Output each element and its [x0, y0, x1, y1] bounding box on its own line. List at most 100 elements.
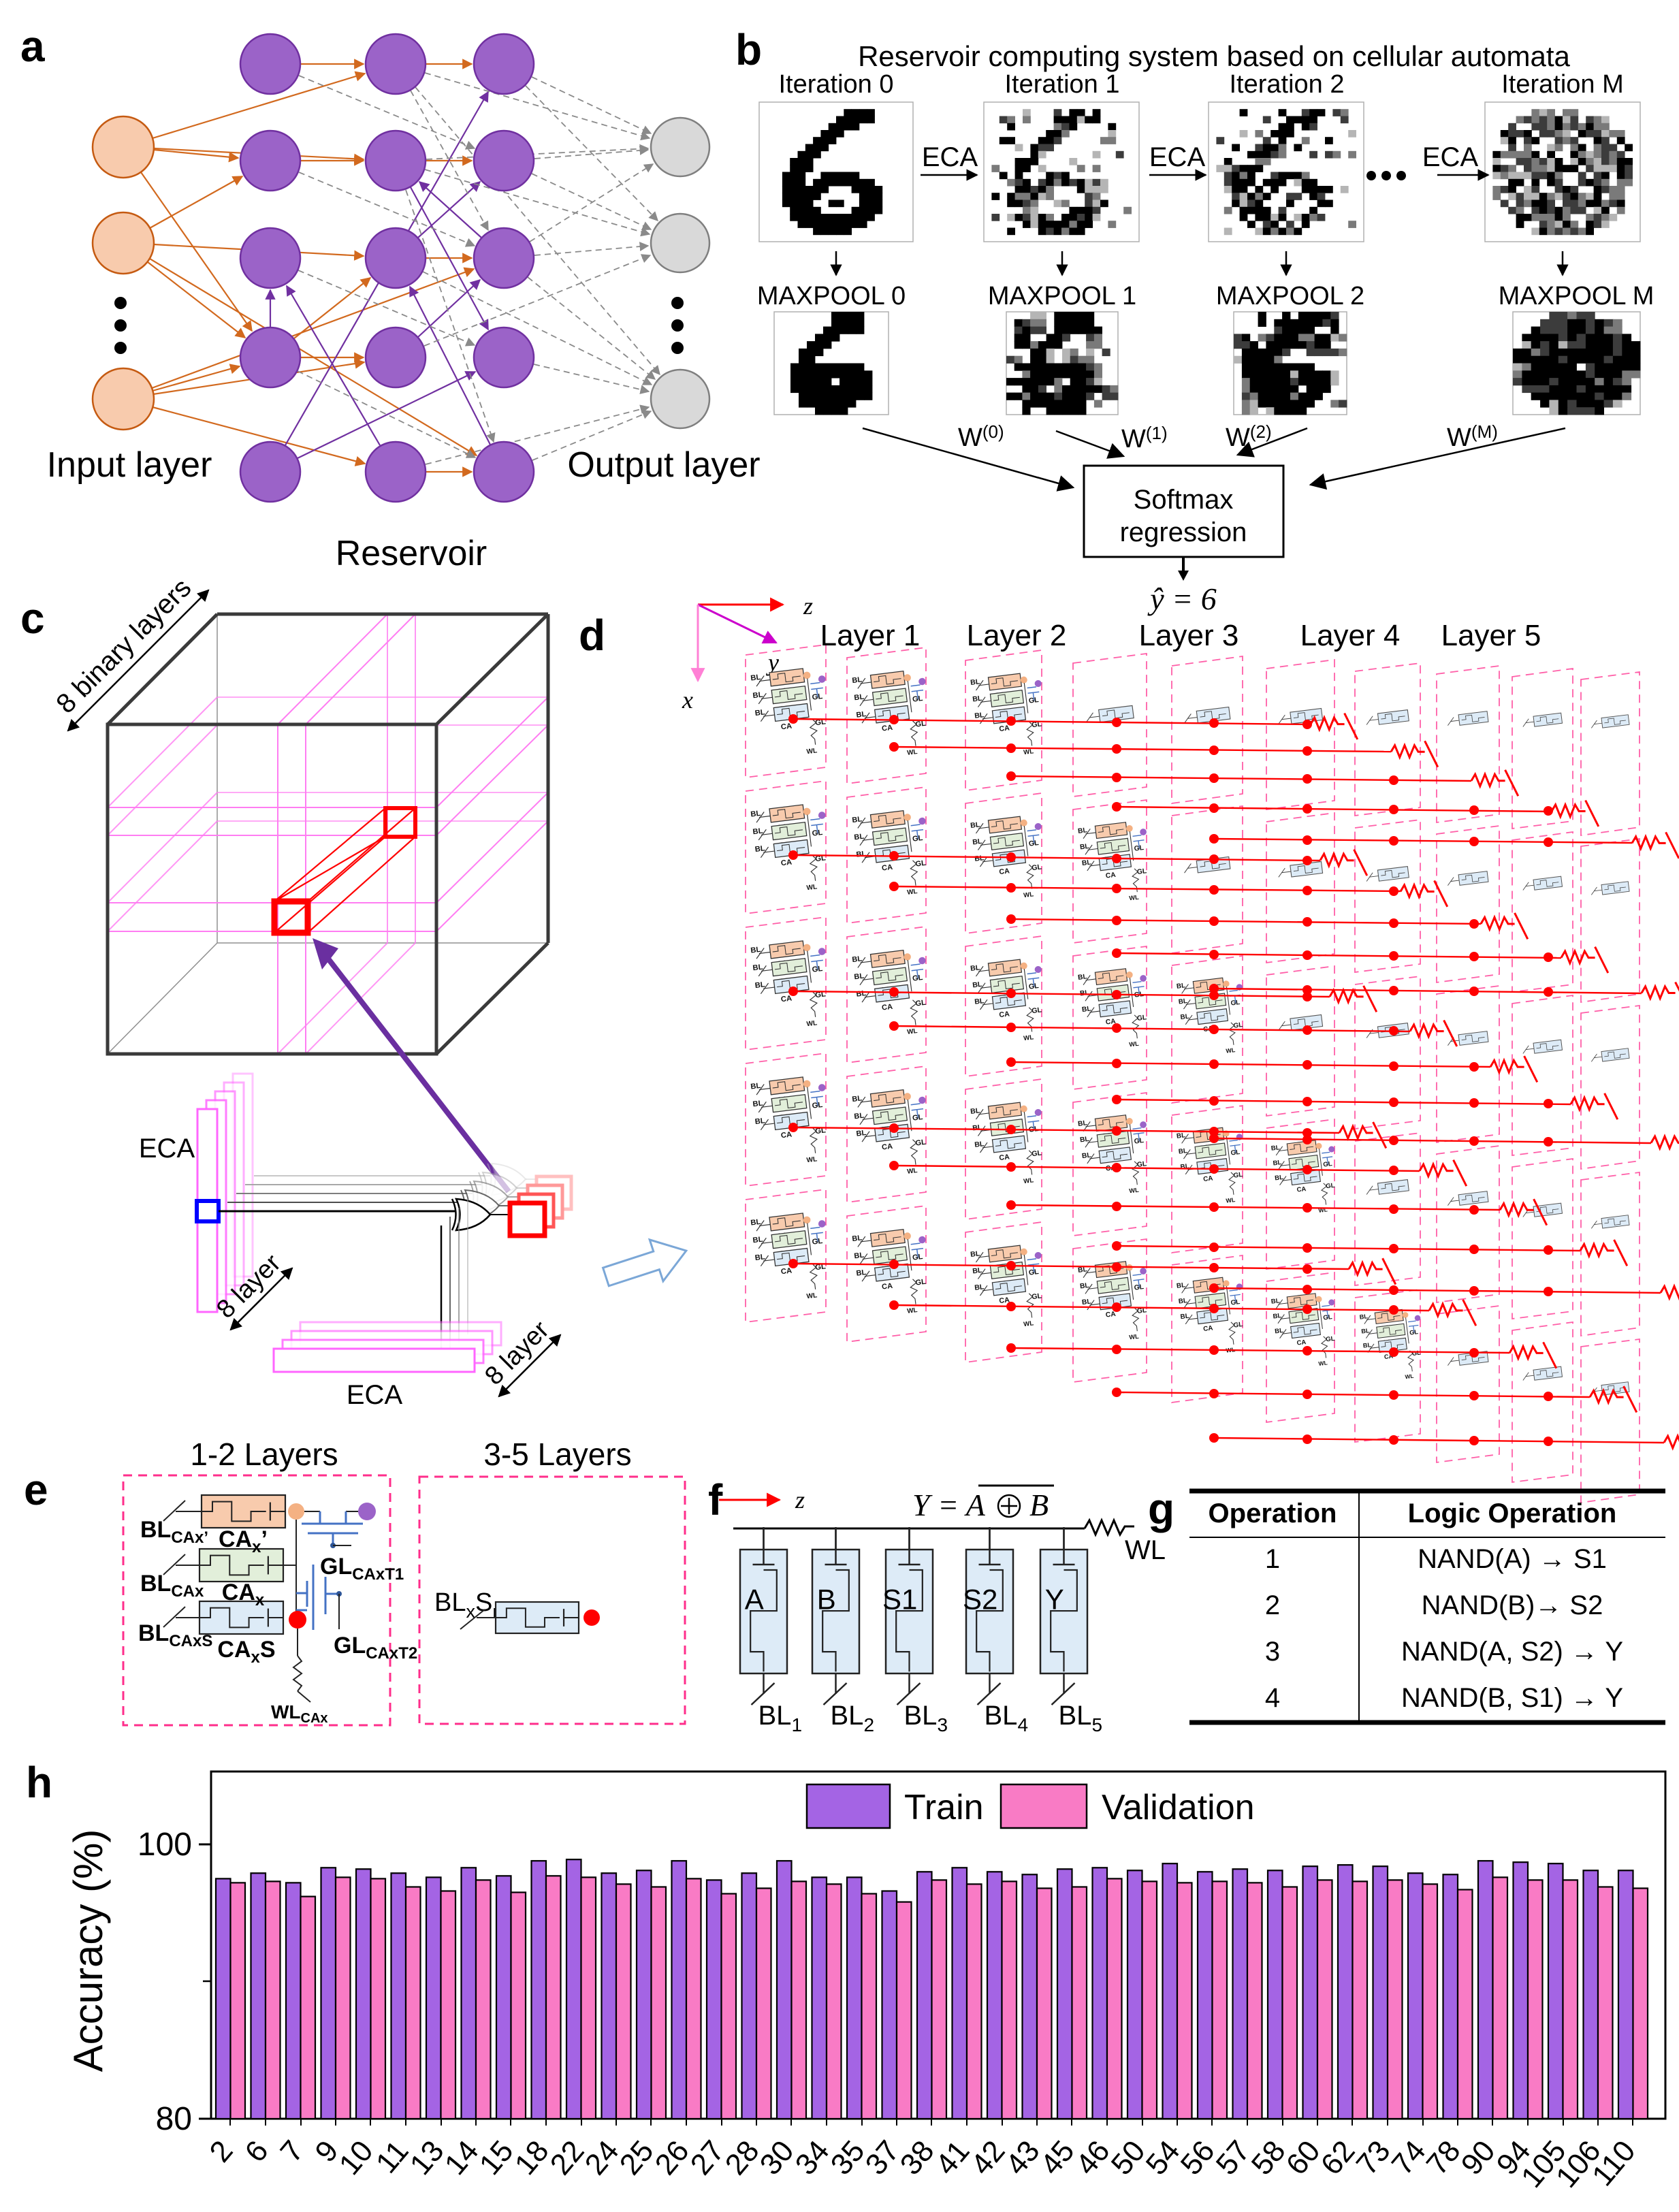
svg-text:S1: S1 [882, 1583, 917, 1615]
svg-text:Input layer: Input layer [47, 445, 212, 485]
svg-text:BL: BL [1178, 1147, 1187, 1156]
svg-text:GL: GL [815, 854, 827, 863]
svg-text:BL: BL [1273, 1312, 1282, 1320]
svg-text:GL: GL [912, 834, 923, 844]
svg-text:GL: GL [1032, 1292, 1043, 1302]
svg-text:BL: BL [1081, 1298, 1091, 1307]
svg-text:BL: BL [752, 1236, 763, 1245]
svg-text:BL: BL [1178, 1297, 1187, 1306]
svg-text:BL: BL [974, 1140, 985, 1149]
svg-text:BL: BL [1359, 1313, 1369, 1320]
svg-text:BL: BL [754, 1253, 765, 1262]
svg-text:WL: WL [1023, 748, 1034, 756]
svg-text:Y: Y [1045, 1583, 1064, 1615]
svg-text:GL: GL [1233, 1021, 1243, 1030]
svg-text:NAND(A) → S1: NAND(A) → S1 [1418, 1544, 1607, 1574]
svg-text:BL: BL [1078, 827, 1088, 835]
svg-text:Reservoir computing system bas: Reservoir computing system based on cell… [858, 40, 1570, 72]
svg-text:100: 100 [138, 1827, 192, 1863]
svg-text:S2: S2 [963, 1583, 997, 1615]
svg-text:CA: CA [780, 995, 793, 1004]
svg-text:BL: BL [972, 837, 983, 847]
svg-text:BL: BL [970, 677, 981, 687]
svg-text:Layer 1: Layer 1 [820, 619, 921, 652]
svg-text:GL: GL [1230, 1149, 1241, 1157]
svg-text:GL: GL [812, 829, 823, 838]
svg-text:CA: CA [881, 863, 893, 873]
svg-text:BL: BL [852, 955, 863, 964]
svg-text:2: 2 [1265, 1590, 1280, 1620]
svg-text:CAxS: CAxS [217, 1637, 275, 1667]
svg-text:BL: BL [854, 693, 865, 703]
svg-text:BL: BL [852, 1234, 863, 1243]
svg-text:BL: BL [974, 997, 985, 1006]
svg-text:BL: BL [1361, 1327, 1371, 1334]
svg-text:BL: BL [750, 673, 761, 683]
svg-text:GL: GL [915, 1138, 927, 1148]
svg-text:BL: BL [970, 820, 981, 830]
svg-text:b: b [735, 25, 762, 74]
svg-text:CA: CA [1296, 1339, 1307, 1347]
svg-text:GL: GL [1136, 1014, 1147, 1023]
svg-text:GL: GL [1233, 1321, 1243, 1330]
svg-text:ECA: ECA [139, 1134, 195, 1164]
svg-text:4: 4 [1265, 1683, 1280, 1713]
svg-text:MAXPOOL 2: MAXPOOL 2 [1216, 282, 1364, 310]
svg-text:ŷ = 6: ŷ = 6 [1147, 581, 1216, 616]
svg-text:BL: BL [970, 1249, 981, 1259]
svg-text:GL: GL [1028, 696, 1040, 705]
svg-text:regression: regression [1120, 517, 1247, 547]
svg-text:BL: BL [1078, 973, 1088, 982]
svg-text:MAXPOOL M: MAXPOOL M [1499, 282, 1654, 310]
svg-text:ECA: ECA [347, 1380, 403, 1410]
svg-text:CA: CA [999, 1010, 1010, 1019]
svg-text:WL: WL [1023, 1176, 1034, 1185]
svg-text:GL: GL [815, 1126, 827, 1136]
svg-text:MAXPOOL 1: MAXPOOL 1 [988, 282, 1136, 310]
svg-text:BL: BL [852, 675, 863, 685]
svg-text:WL: WL [1405, 1373, 1414, 1380]
svg-text:Layer 5: Layer 5 [1441, 619, 1541, 652]
svg-text:BL: BL [856, 710, 867, 720]
svg-text:BL: BL [750, 810, 761, 819]
svg-text:WL: WL [907, 748, 918, 757]
svg-text:BL: BL [972, 980, 983, 990]
svg-text:MAXPOOL 0: MAXPOOL 0 [757, 282, 906, 310]
svg-text:BL: BL [972, 1123, 983, 1133]
svg-text:CA: CA [780, 722, 793, 732]
svg-text:GL: GL [1028, 982, 1040, 991]
svg-text:CA: CA [999, 724, 1010, 733]
svg-text:Accuracy (%): Accuracy (%) [65, 1829, 111, 2072]
svg-text:80: 80 [156, 2101, 192, 2137]
svg-text:GL: GL [815, 990, 827, 999]
svg-text:BL: BL [1273, 1159, 1282, 1167]
svg-text:BL: BL [1178, 997, 1187, 1006]
svg-text:ECA: ECA [1422, 142, 1479, 172]
svg-text:GL: GL [1230, 999, 1241, 1008]
svg-text:WL: WL [806, 883, 818, 892]
svg-text:BL: BL [1176, 1281, 1185, 1290]
svg-text:CA: CA [999, 867, 1010, 876]
svg-text:BL: BL [1079, 1136, 1089, 1144]
svg-text:GL: GL [915, 999, 927, 1008]
svg-text:GL: GL [1326, 1335, 1336, 1344]
svg-text:CA: CA [1105, 1311, 1117, 1319]
svg-text:WL: WL [1318, 1359, 1328, 1367]
svg-text:Softmax: Softmax [1134, 485, 1234, 515]
svg-text:GL: GL [1136, 1307, 1147, 1315]
svg-text:f: f [708, 1475, 723, 1524]
svg-text:BL: BL [752, 691, 763, 701]
svg-text:Train: Train [904, 1788, 984, 1827]
svg-text:BL: BL [1079, 843, 1089, 852]
svg-text:BL: BL [974, 1283, 985, 1292]
svg-text:BL: BL [1078, 1266, 1088, 1275]
svg-text:Y = A: Y = A [912, 1488, 986, 1522]
svg-text:ECA: ECA [1149, 142, 1206, 172]
svg-text:z: z [803, 592, 813, 620]
svg-text:WL: WL [806, 747, 818, 756]
svg-text:BL: BL [1081, 859, 1091, 868]
svg-text:BL: BL [1275, 1327, 1284, 1335]
svg-text:g: g [1148, 1484, 1174, 1533]
svg-text:WL: WL [1226, 1046, 1236, 1055]
svg-text:Layer 3: Layer 3 [1139, 619, 1239, 652]
